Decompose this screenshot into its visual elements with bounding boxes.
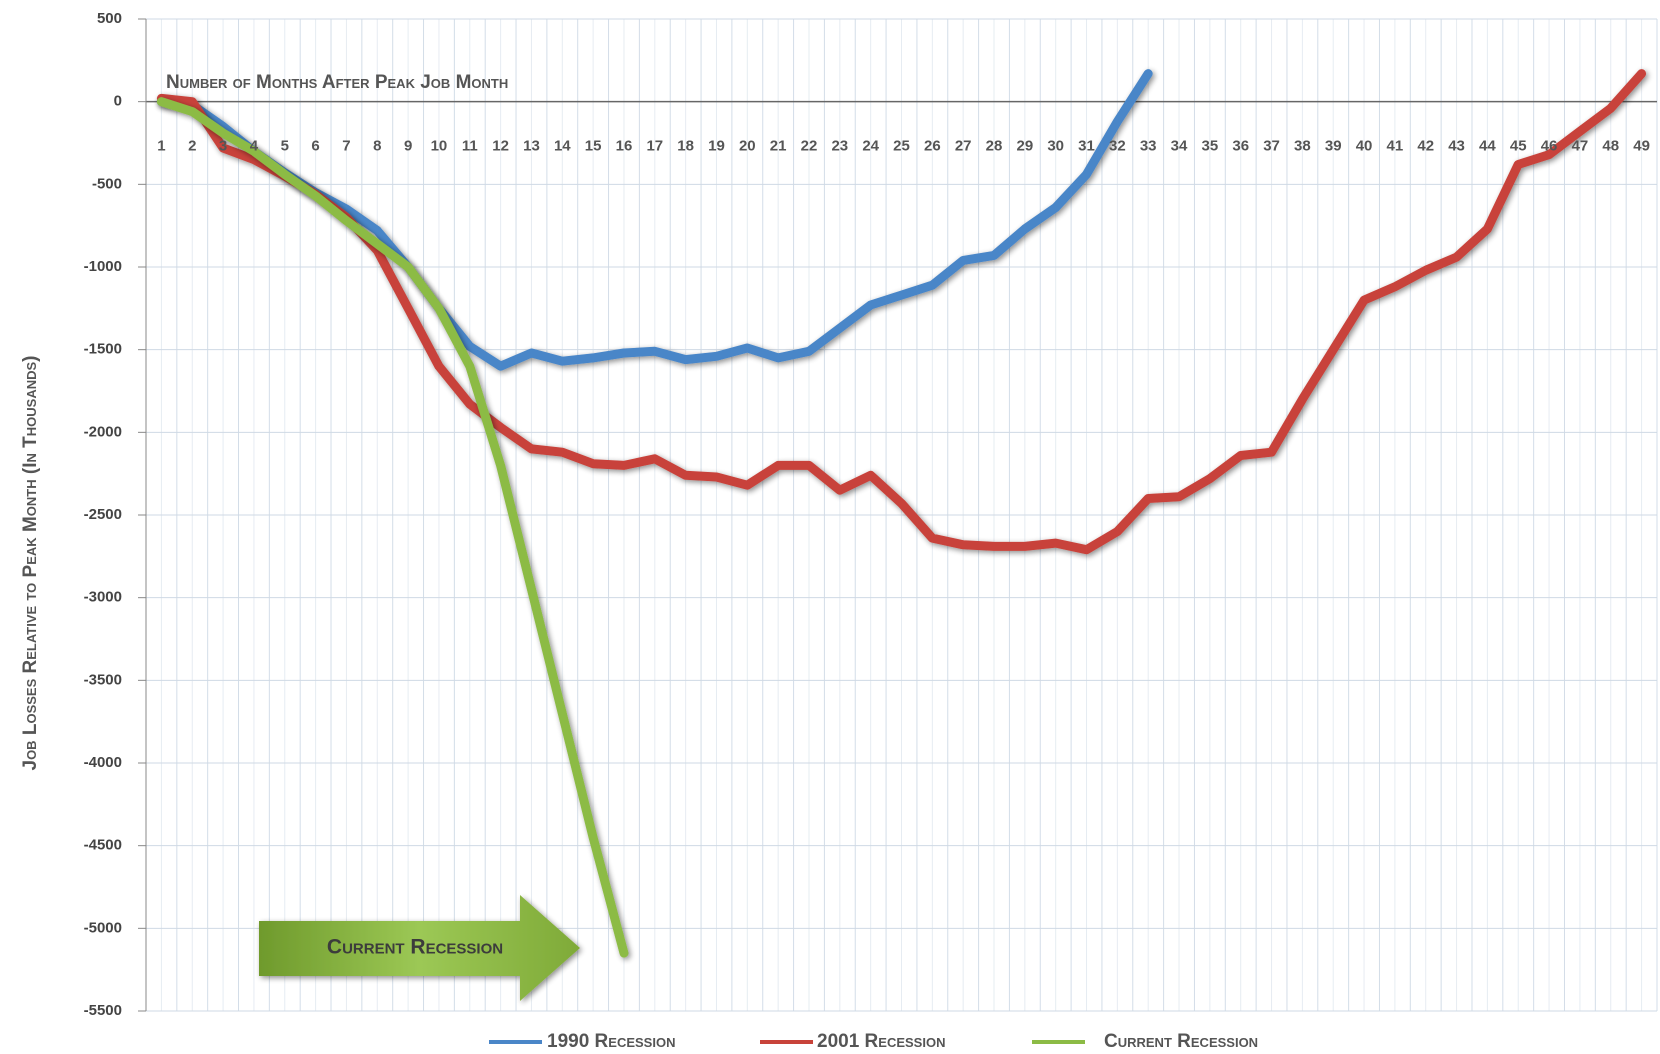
y-tick-label: -1500 [84,341,122,358]
grid [138,18,1658,1012]
x-tick-label: 14 [554,138,571,155]
x-tick-label: 32 [1109,138,1126,155]
legend-label: Current Recession [1104,1031,1258,1052]
y-axis-title: Job Losses Relative to Peak Month (In Th… [20,356,41,771]
y-tick-label: 0 [114,93,122,110]
x-tick-label: 37 [1263,138,1280,155]
x-tick-label: 12 [492,138,509,155]
y-tick-label: -500 [92,175,122,192]
x-tick-label: 16 [616,138,633,155]
x-tick-label: 43 [1448,138,1465,155]
x-tick-label: 38 [1294,138,1311,155]
x-tick-label: 26 [924,138,941,155]
y-tick-label: -3000 [84,589,122,606]
series-line [156,97,629,958]
x-tick-label: 28 [986,138,1003,155]
x-tick-label: 13 [523,138,540,155]
lines [156,69,1647,958]
y-tick-label: -4000 [84,754,122,771]
x-tick-label: 49 [1633,138,1650,155]
x-tick-label: 25 [893,138,910,155]
x-tick-label: 7 [342,138,350,155]
x-tick-label: 44 [1479,138,1496,155]
x-tick-label: 27 [955,138,972,155]
x-tick-label: 29 [1017,138,1034,155]
x-tick-label: 34 [1171,138,1188,155]
x-tick-label: 9 [404,138,412,155]
x-tick-label: 21 [770,138,787,155]
x-tick-label: 23 [831,138,848,155]
x-tick-label: 19 [708,138,725,155]
x-tick-label: 17 [646,138,663,155]
x-tick-label: 15 [585,138,602,155]
x-tick-label: 30 [1047,138,1064,155]
series-line [156,69,1647,555]
x-tick-label: 3 [219,138,227,155]
x-tick-label: 46 [1541,138,1558,155]
y-tick-label: -4500 [84,837,122,854]
y-tick-label: -1000 [84,258,122,275]
y-tick-label: -2500 [84,506,122,523]
x-tick-label: 33 [1140,138,1157,155]
x-tick-label: 8 [373,138,381,155]
x-tick-label: 5 [281,138,289,155]
x-axis-title: Number of Months After Peak Job Month [166,72,508,93]
x-tick-label: 41 [1387,138,1404,155]
x-tick-label: 31 [1078,138,1095,155]
annotation-arrow [259,895,580,1001]
y-tick-label: -5500 [84,1002,122,1019]
x-tick-label: 48 [1602,138,1619,155]
x-tick-label: 24 [862,138,879,155]
x-tick-label: 35 [1202,138,1219,155]
x-tick-label: 22 [801,138,818,155]
x-tick-label: 47 [1572,138,1589,155]
y-tick-label: -2000 [84,423,122,440]
legend-label: 1990 Recession [547,1031,675,1052]
x-tick-label: 4 [250,138,259,155]
x-tick-label: 2 [188,138,196,155]
annotation-text: Current Recession [327,936,503,959]
x-tick-label: 36 [1232,138,1249,155]
x-tick-label: 18 [677,138,694,155]
x-tick-label: 40 [1356,138,1373,155]
y-tick-label: -3500 [84,671,122,688]
x-tick-label: 39 [1325,138,1342,155]
y-tick-label: -5000 [84,919,122,936]
x-tick-label: 11 [462,138,478,155]
x-tick-label: 42 [1417,138,1434,155]
x-tick-label: 1 [157,138,165,155]
x-tick-label: 10 [431,138,448,155]
x-tick-label: 45 [1510,138,1527,155]
x-tick-label: 20 [739,138,756,155]
y-tick-label: 500 [97,10,122,27]
legend-label: 2001 Recession [817,1031,945,1052]
x-tick-label: 6 [311,138,319,155]
